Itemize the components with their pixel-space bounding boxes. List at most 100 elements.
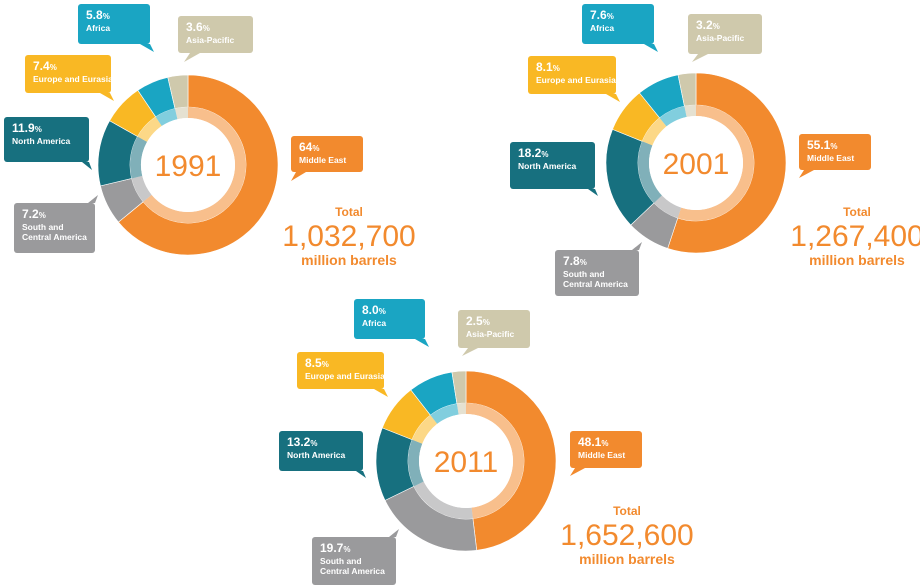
- callout-middle-east-1991: 64%Middle East: [291, 136, 363, 181]
- slice-inner-south-and-central-america-2011: [413, 481, 473, 519]
- slice-inner-south-and-central-america-1991: [131, 175, 152, 202]
- slice-name-north-america-2011: North America: [287, 450, 346, 460]
- data-label-africa-2001: 7.6%: [590, 8, 614, 22]
- callout-asia-pacific-1991: 3.6%Asia-Pacific: [178, 16, 253, 62]
- callout-middle-east-2011: 48.1%Middle East: [570, 431, 642, 476]
- slice-name-south-and-central-america-2001-line2: Central America: [563, 279, 628, 289]
- callout-box: [510, 142, 595, 189]
- data-label-middle-east-1991: 64%: [299, 140, 319, 154]
- total-value-2001: 1,267,400: [790, 220, 920, 253]
- slice-name-africa-2011: Africa: [362, 318, 386, 328]
- callout-box: [582, 4, 654, 44]
- callout-pointer: [415, 339, 429, 347]
- data-label-asia-pacific-1991: 3.6%: [186, 20, 210, 34]
- callout-north-america-2011: 13.2%North America: [279, 431, 366, 478]
- slice-inner-africa-2011: [430, 403, 459, 424]
- data-label-north-america-2011: 13.2%: [287, 435, 317, 449]
- data-label-europe-and-eurasia-2001: 8.1%: [536, 60, 560, 74]
- callout-europe-and-eurasia-2001: 8.1%Europe and Eurasia: [528, 56, 620, 102]
- slice-name-middle-east-2001: Middle East: [807, 153, 854, 163]
- callout-box: [4, 117, 89, 162]
- slice-inner-europe-and-eurasia-2011: [412, 415, 438, 444]
- slice-inner-middle-east-2011: [466, 403, 525, 519]
- slice-inner-europe-and-eurasia-2001: [642, 117, 667, 146]
- slice-name-south-and-central-america-2011-line2: Central America: [320, 566, 385, 576]
- slice-name-south-and-central-america-2011-line1: South and: [320, 556, 362, 566]
- year-label-1991: 1991: [155, 150, 222, 183]
- callout-pointer: [644, 44, 658, 52]
- donut-hole-1991: [141, 118, 235, 212]
- callout-box: [279, 431, 363, 471]
- callout-north-america-2001: 18.2%North America: [510, 142, 598, 196]
- slice-inner-middle-east-1991: [143, 107, 247, 223]
- callout-europe-and-eurasia-2011: 8.5%Europe and Eurasia: [297, 352, 388, 397]
- callout-africa-2001: 7.6%Africa: [582, 4, 658, 52]
- slice-name-south-and-central-america-2001-line1: South and: [563, 269, 605, 279]
- data-label-europe-and-eurasia-1991: 7.4%: [33, 59, 57, 73]
- callout-africa-1991: 5.8%Africa: [78, 4, 154, 52]
- total-label-2011: Total: [613, 504, 641, 518]
- callout-pointer: [184, 53, 200, 62]
- slice-inner-south-and-central-america-2001: [653, 195, 682, 219]
- slice-name-africa-1991: Africa: [86, 23, 110, 33]
- data-label-europe-and-eurasia-2011: 8.5%: [305, 356, 329, 370]
- slice-name-south-and-central-america-1991-line1: South and: [22, 222, 64, 232]
- total-unit-2001: million barrels: [809, 252, 905, 268]
- slice-name-africa-2001: Africa: [590, 23, 614, 33]
- data-label-africa-2011: 8.0%: [362, 303, 386, 317]
- callout-box: [555, 250, 639, 296]
- callout-pointer: [799, 170, 814, 178]
- callout-box: [178, 16, 253, 53]
- slice-name-north-america-1991: North America: [12, 136, 71, 146]
- data-label-asia-pacific-2001: 3.2%: [696, 18, 720, 32]
- callout-africa-2011: 8.0%Africa: [354, 299, 429, 347]
- donut-chart-2011: 2011 48.1%Middle East 19.7%South andCentra…: [279, 299, 694, 585]
- callout-box: [14, 203, 95, 253]
- callout-box: [312, 537, 396, 585]
- callout-pointer: [374, 389, 388, 397]
- slice-inner-africa-1991: [155, 108, 178, 126]
- total-unit-2011: million barrels: [579, 551, 675, 567]
- total-label-1991: Total: [335, 205, 363, 219]
- donut-hole-2001: [649, 116, 743, 210]
- callout-pointer: [588, 189, 598, 196]
- callout-box: [291, 136, 363, 172]
- callout-box: [688, 14, 762, 54]
- callout-north-america-1991: 11.9%North America: [4, 117, 92, 170]
- total-value-1991: 1,032,700: [282, 220, 415, 253]
- slice-name-asia-pacific-2001: Asia-Pacific: [696, 33, 744, 43]
- year-label-2001: 2001: [663, 148, 730, 181]
- slice-name-europe-and-eurasia-1991: Europe and Eurasia: [33, 74, 113, 84]
- callout-box: [354, 299, 425, 339]
- callout-box: [570, 431, 642, 468]
- slice-inner-asia-pacific-2011: [456, 403, 466, 415]
- data-label-north-america-2001: 18.2%: [518, 146, 548, 160]
- total-unit-1991: million barrels: [301, 252, 397, 268]
- year-label-2011: 2011: [434, 446, 499, 479]
- data-label-middle-east-2001: 55.1%: [807, 138, 837, 152]
- slice-name-asia-pacific-2011: Asia-Pacific: [466, 329, 514, 339]
- callout-box: [458, 310, 530, 348]
- donut-chart-2001: 2001 55.1%Middle East 7.8%South andCentral…: [510, 4, 920, 296]
- slice-inner-europe-and-eurasia-1991: [137, 116, 162, 142]
- callout-pointer: [88, 195, 98, 203]
- callout-box: [78, 4, 150, 44]
- data-label-south-and-central-america-2011: 19.7%: [320, 541, 350, 555]
- data-label-asia-pacific-2011: 2.5%: [466, 314, 490, 328]
- callout-box: [25, 55, 111, 93]
- slice-name-north-america-2001: North America: [518, 161, 577, 171]
- slice-inner-asia-pacific-2001: [684, 105, 696, 117]
- callout-asia-pacific-2011: 2.5%Asia-Pacific: [458, 310, 530, 356]
- donut-hole-2011: [419, 414, 513, 508]
- callout-pointer: [100, 93, 114, 101]
- total-label-2001: Total: [843, 205, 871, 219]
- total-value-2011: 1,652,600: [560, 519, 693, 552]
- callout-pointer: [356, 471, 366, 478]
- data-label-africa-1991: 5.8%: [86, 8, 110, 22]
- data-label-south-and-central-america-2001: 7.8%: [563, 254, 587, 268]
- callout-pointer: [692, 54, 708, 62]
